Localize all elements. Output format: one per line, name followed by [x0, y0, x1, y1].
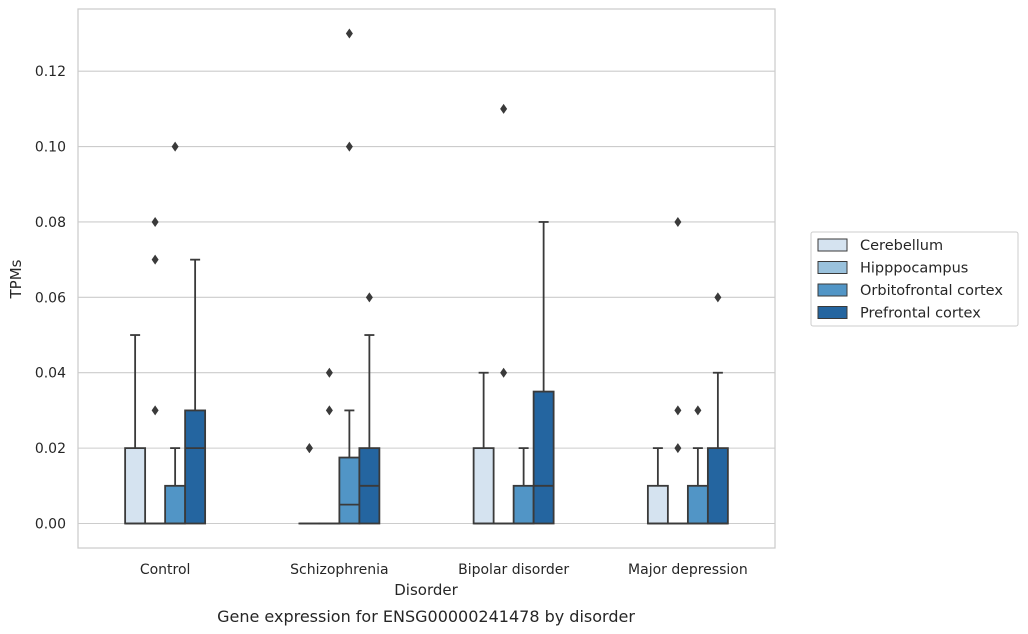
x-tick-label-1: Schizophrenia [290, 562, 388, 578]
y-tick-label-0: 0.00 [35, 517, 66, 533]
outliers [151, 28, 722, 454]
box-2-3 [532, 221, 555, 525]
box-body [124, 447, 147, 525]
outlier-2-1-0 [500, 367, 508, 378]
outlier-1-1-1 [325, 367, 333, 378]
box-body [686, 484, 709, 525]
box-body [184, 409, 207, 525]
legend-swatch-0 [817, 238, 848, 252]
box-body [164, 484, 187, 525]
gridlines [78, 70, 775, 525]
box-3-3 [706, 371, 729, 525]
legend: Cerebellum Hipppocampus Orbitofrontal cort… [810, 231, 1019, 327]
y-axis-title: TPMs [7, 259, 25, 299]
legend-frame [810, 231, 1019, 327]
legend-swatch-2 [817, 283, 848, 297]
y-tick-label-1: 0.02 [35, 441, 66, 457]
chart-caption: Gene expression for ENSG00000241478 by d… [217, 607, 635, 626]
box-1-2 [338, 409, 361, 525]
legend-label-0: Cerebellum [860, 238, 943, 254]
box-2-2 [512, 447, 535, 525]
outlier-3-1-2 [674, 216, 682, 227]
legend-label-2: Orbitofrontal cortex [860, 283, 1003, 299]
plot-frame [77, 8, 776, 549]
box-body [706, 447, 729, 525]
x-tick-label-0: Control [140, 562, 191, 578]
outlier-1-3-0 [365, 292, 373, 303]
x-axis-ticks: Control Schizophrenia Bipolar disorder Majo… [140, 562, 748, 578]
outlier-3-3-0 [714, 292, 722, 303]
outlier-0-1-1 [151, 254, 159, 265]
box-body [338, 456, 361, 525]
outlier-3-2-0 [694, 405, 702, 416]
box-2-0 [472, 371, 495, 525]
outlier-0-1-0 [151, 405, 159, 416]
box-0-2 [164, 447, 187, 525]
box-3-0 [646, 447, 669, 525]
outlier-3-1-1 [674, 405, 682, 416]
box-0-0 [124, 334, 147, 525]
box-body [512, 484, 535, 525]
box-body [646, 484, 669, 525]
box-body [532, 390, 555, 525]
y-tick-label-5: 0.10 [35, 140, 66, 156]
box-body [472, 447, 495, 525]
legend-label-1: Hipppocampus [860, 261, 968, 277]
outlier-0-1-2 [151, 216, 159, 227]
outlier-1-0-1 [305, 443, 313, 454]
outlier-1-1-0 [325, 405, 333, 416]
outlier-2-1-1 [500, 103, 508, 114]
x-tick-label-2: Bipolar disorder [458, 562, 569, 578]
box-1-3 [358, 334, 381, 525]
box-3-2 [686, 447, 709, 525]
y-tick-label-3: 0.06 [35, 290, 66, 306]
outlier-3-1-0 [674, 443, 682, 454]
legend-swatch-3 [817, 306, 848, 319]
x-axis-title: Disorder [394, 581, 458, 599]
outlier-0-2-0 [171, 141, 179, 152]
legend-label-3: Prefrontal cortex [860, 306, 981, 322]
y-tick-label-4: 0.08 [35, 215, 66, 231]
y-axis-ticks: 0.00 0.02 0.04 0.06 0.08 0.10 0.12 [35, 64, 66, 532]
legend-swatch-1 [817, 261, 848, 274]
y-tick-label-6: 0.12 [35, 64, 66, 80]
x-tick-label-3: Major depression [628, 562, 748, 578]
y-tick-label-2: 0.04 [35, 366, 66, 382]
box-0-3 [184, 258, 207, 525]
boxplots [124, 221, 729, 525]
outlier-1-2-0 [345, 141, 353, 152]
outlier-1-2-1 [345, 28, 353, 39]
